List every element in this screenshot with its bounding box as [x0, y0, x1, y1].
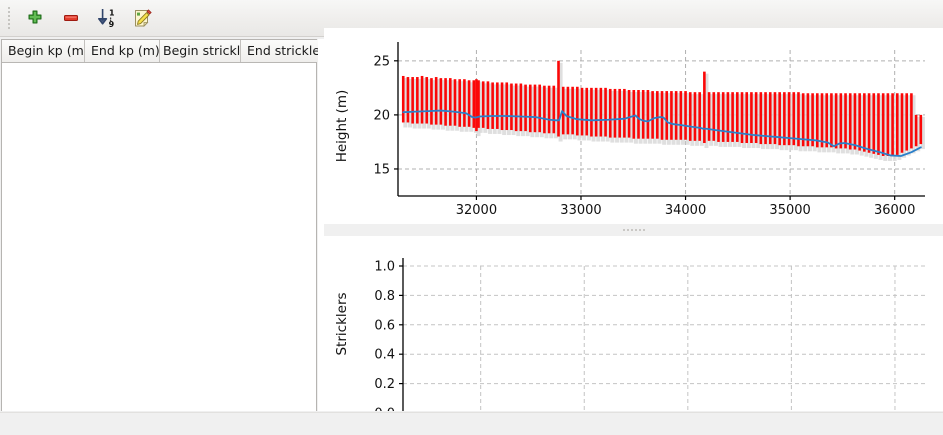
- table-header-row: Begin kp (m) End kp (m) Begin strickle E…: [2, 40, 316, 63]
- stricklers-chart-ylabel: Stricklers: [334, 292, 350, 355]
- application-window: 1 9 Begin kp (m) End kp (m) Begin strick…: [0, 0, 943, 434]
- column-end-strickler[interactable]: End strickler: [241, 40, 320, 62]
- stricklers-chart-tick-labels: 32000330003400035000360000.00.20.40.60.8…: [374, 260, 915, 412]
- svg-text:0.4: 0.4: [374, 348, 395, 363]
- stricklers-table[interactable]: Begin kp (m) End kp (m) Begin strickle E…: [1, 39, 317, 411]
- plot-splitter[interactable]: [324, 224, 943, 236]
- svg-text:9: 9: [109, 20, 115, 29]
- svg-text:25: 25: [373, 54, 390, 69]
- stricklers-chart-axes: [399, 258, 925, 411]
- svg-text:32000: 32000: [456, 203, 497, 218]
- edit-note-icon: [132, 7, 154, 29]
- height-chart[interactable]: 32000 33000 34000 35000 36000 15 20 25 Height (…: [324, 28, 943, 224]
- svg-text:1.0: 1.0: [374, 260, 395, 275]
- svg-text:0.2: 0.2: [374, 377, 395, 392]
- height-chart-bars: [402, 61, 925, 161]
- svg-text:15: 15: [373, 162, 390, 177]
- add-row-button[interactable]: [17, 1, 53, 35]
- svg-text:0.8: 0.8: [374, 289, 395, 304]
- height-chart-ylabel: Height (m): [334, 90, 350, 163]
- edit-notes-button[interactable]: [125, 1, 161, 35]
- column-begin-strickler[interactable]: Begin strickle: [160, 40, 241, 62]
- stricklers-chart-canvas: 32000330003400035000360000.00.20.40.60.8…: [324, 236, 943, 411]
- status-bar: [0, 412, 943, 435]
- svg-text:20: 20: [373, 108, 390, 123]
- svg-text:35000: 35000: [769, 203, 810, 218]
- sort-ascending-button[interactable]: 1 9: [89, 1, 125, 35]
- svg-text:0.0: 0.0: [374, 407, 395, 412]
- svg-text:33000: 33000: [560, 203, 601, 218]
- stricklers-chart-gridlines: [403, 266, 925, 411]
- plot-area: 32000 33000 34000 35000 36000 15 20 25 Height (…: [324, 28, 943, 411]
- remove-row-button[interactable]: [53, 1, 89, 35]
- toolbar-drag-handle[interactable]: [4, 6, 13, 30]
- table-body-empty[interactable]: [2, 63, 316, 411]
- svg-text:34000: 34000: [665, 203, 706, 218]
- sort-1-9-icon: 1 9: [95, 7, 119, 29]
- stricklers-chart[interactable]: 32000330003400035000360000.00.20.40.60.8…: [324, 236, 943, 411]
- column-begin-kp[interactable]: Begin kp (m): [2, 40, 85, 62]
- svg-text:36000: 36000: [874, 203, 915, 218]
- svg-text:0.6: 0.6: [374, 318, 395, 333]
- minus-icon: [61, 8, 81, 28]
- height-chart-canvas: 32000 33000 34000 35000 36000 15 20 25 Height (…: [324, 28, 943, 224]
- plus-icon: [25, 8, 45, 28]
- column-end-kp[interactable]: End kp (m): [85, 40, 160, 62]
- svg-text:1: 1: [109, 8, 115, 17]
